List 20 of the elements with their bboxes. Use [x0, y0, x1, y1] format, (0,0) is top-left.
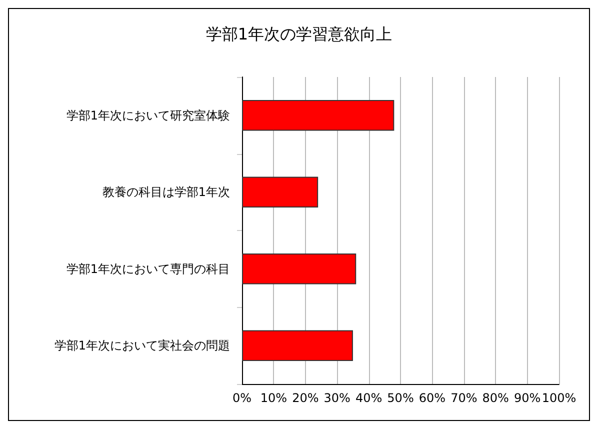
x-tick-label: 40% — [355, 391, 382, 405]
bar — [242, 330, 353, 361]
x-tick-label: 70% — [450, 391, 478, 405]
y-tick-label: 学部1年次において研究室体験 — [66, 108, 230, 122]
bar — [242, 176, 318, 208]
x-tick-label: 90% — [514, 391, 541, 405]
bar — [242, 254, 356, 284]
x-tick-label: 60% — [418, 391, 446, 405]
x-tick-label: 50% — [387, 391, 414, 405]
x-tick-label: 0% — [232, 391, 252, 405]
x-tick-label: 100% — [542, 391, 576, 405]
x-tick-label: 80% — [482, 391, 509, 405]
x-tick-label: 20% — [292, 391, 319, 405]
x-tick-label: 30% — [324, 391, 350, 405]
y-tick-label: 教養の科目は学部1年次 — [102, 185, 230, 200]
y-tick-label: 学部1年次において実社会の問題 — [54, 338, 230, 353]
chart-title: 学部1年次の学習意欲向上 — [206, 24, 392, 44]
bar — [242, 100, 394, 131]
x-tick-label: 10% — [260, 391, 288, 405]
y-tick-label: 学部1年次において専門の科目 — [66, 262, 230, 276]
